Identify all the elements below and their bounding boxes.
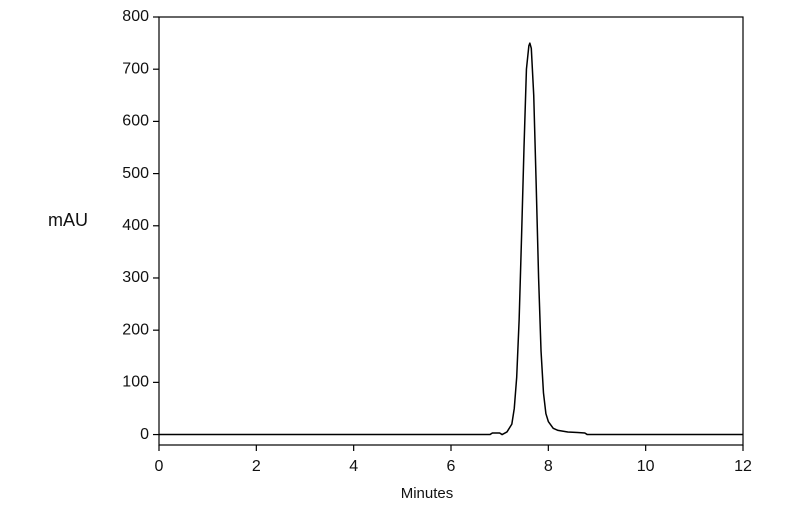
plot-frame bbox=[158, 16, 744, 446]
x-tick-label: 0 bbox=[155, 458, 164, 475]
y-tick-label: 200 bbox=[122, 321, 149, 338]
x-tick-label: 6 bbox=[447, 458, 456, 475]
y-tick-label: 300 bbox=[122, 269, 149, 286]
x-tick-label: 4 bbox=[349, 458, 358, 475]
x-axis-label: Minutes bbox=[401, 485, 454, 502]
y-tick-label: 700 bbox=[122, 60, 149, 77]
y-axis-label: mAU bbox=[48, 210, 88, 230]
x-tick-label: 10 bbox=[637, 458, 655, 475]
y-tick-label: 500 bbox=[122, 165, 149, 182]
y-tick-label: 800 bbox=[122, 8, 149, 25]
x-tick-label: 12 bbox=[734, 458, 752, 475]
y-tick-label: 600 bbox=[122, 113, 149, 130]
x-tick-label: 2 bbox=[252, 458, 261, 475]
x-tick-label: 8 bbox=[544, 458, 553, 475]
y-tick-label: 100 bbox=[122, 374, 149, 391]
y-tick-label: 400 bbox=[122, 217, 149, 234]
data-line bbox=[159, 42, 743, 436]
y-tick-label: 0 bbox=[140, 426, 149, 443]
